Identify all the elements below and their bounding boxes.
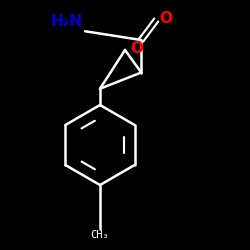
Text: H₂N: H₂N: [50, 14, 82, 29]
Text: CH₃: CH₃: [90, 230, 109, 240]
Text: O: O: [130, 41, 143, 56]
Text: O: O: [159, 11, 172, 26]
